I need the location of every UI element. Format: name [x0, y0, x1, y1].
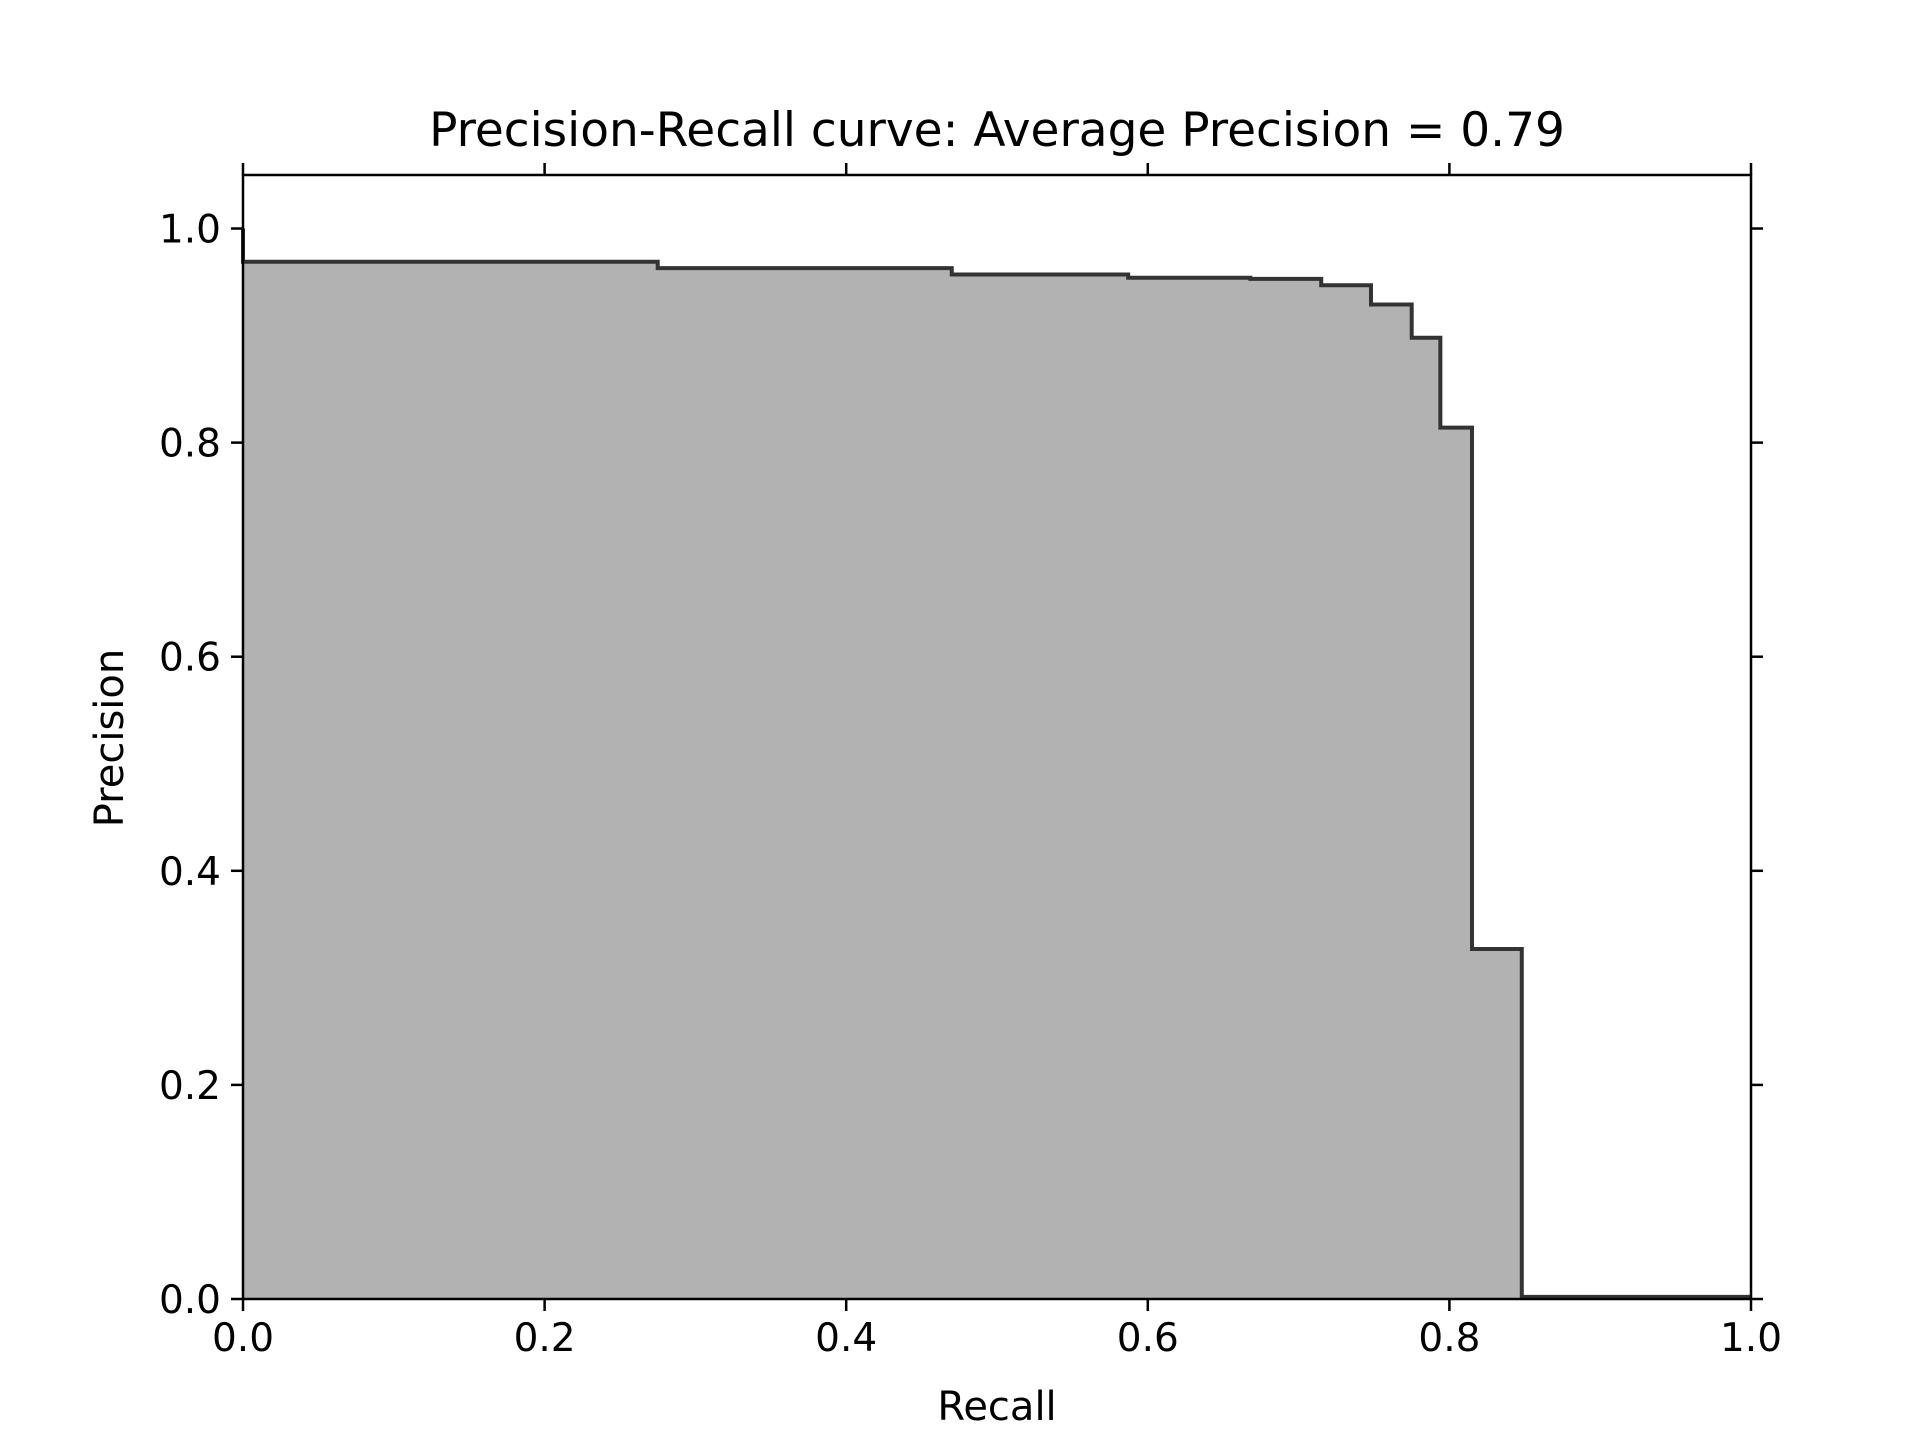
y-tick-label-0: 0.0 — [159, 1278, 221, 1323]
x-tick-label-3: 0.6 — [1117, 1316, 1179, 1361]
plot-area — [241, 228, 1751, 1299]
y-tick-label-4: 0.8 — [159, 422, 221, 467]
axes-frame — [241, 173, 1753, 1301]
x-tick-label-1: 0.2 — [514, 1316, 576, 1361]
x-tick-label-2: 0.4 — [815, 1316, 877, 1361]
y-tick-label-1: 0.2 — [159, 1064, 221, 1109]
y-tick-label-2: 0.4 — [159, 850, 221, 895]
x-tick-label-5: 1.0 — [1720, 1316, 1782, 1361]
x-tick-label-4: 0.8 — [1418, 1316, 1480, 1361]
y-tick-label-5: 1.0 — [159, 208, 221, 253]
pr-curve-area — [243, 228, 1751, 1299]
y-axis-label: Precision — [87, 649, 133, 827]
pr-curve-line — [241, 228, 1751, 1299]
y-tick-label-3: 0.6 — [159, 636, 221, 681]
x-axis-ticks: 0.0 0.2 0.4 0.6 0.8 1.0 — [212, 163, 1782, 1361]
chart-title: Precision-Recall curve: Average Precisio… — [429, 103, 1565, 158]
y-axis-ticks: 0.0 0.2 0.4 0.6 0.8 1.0 — [159, 208, 1763, 1323]
x-axis-label: Recall — [937, 1384, 1056, 1430]
x-tick-label-0: 0.0 — [212, 1316, 274, 1361]
